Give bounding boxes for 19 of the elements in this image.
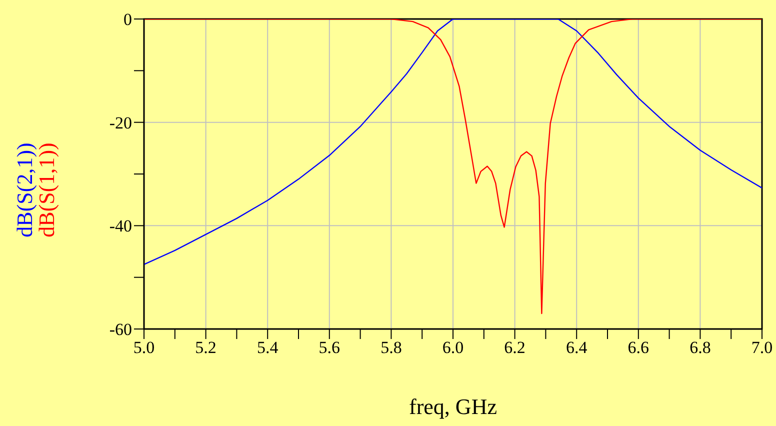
- x-tick-label: 6.4: [566, 338, 588, 358]
- x-tick-label: 5.8: [380, 338, 402, 358]
- x-tick-label: 6.0: [442, 338, 464, 358]
- x-tick-label: 5.4: [256, 338, 279, 358]
- x-tick-label: 6.6: [628, 338, 650, 358]
- x-tick-label: 5.0: [133, 338, 155, 358]
- series-names: dB(S(2,1)) dB(S(1,1)): [8, 60, 68, 320]
- x-tick-label: 6.8: [690, 338, 711, 358]
- x-tick-label: 6.2: [504, 338, 526, 358]
- line-series: [144, 19, 762, 314]
- y-tick-label: -60: [109, 320, 132, 340]
- y-tick-label: 0: [124, 10, 132, 30]
- x-axis-title: freq, GHz: [409, 394, 498, 419]
- y-tick-label: -20: [109, 113, 132, 132]
- y-tick-label: -40: [109, 216, 132, 236]
- x-tick-label: 7.0: [751, 338, 773, 358]
- line-series: [144, 19, 762, 266]
- x-tick-label: 5.6: [318, 338, 340, 358]
- x-tick-label: 5.2: [195, 338, 216, 358]
